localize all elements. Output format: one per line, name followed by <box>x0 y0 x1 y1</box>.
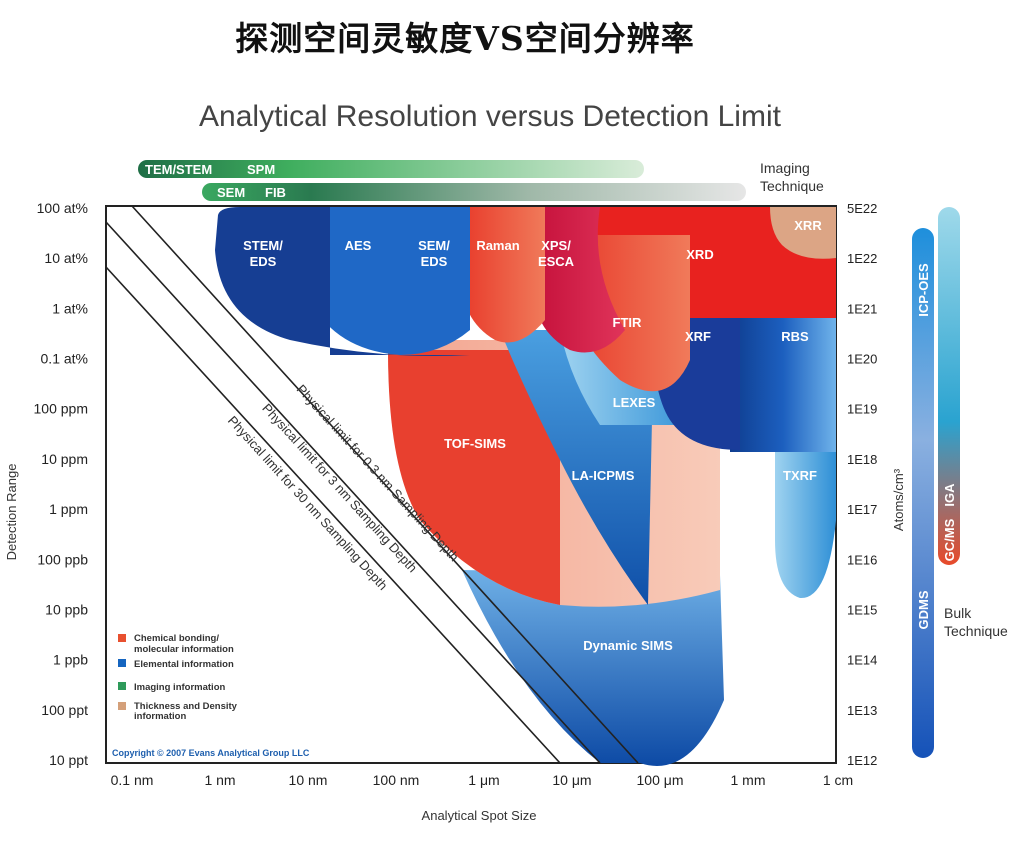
y-tick-label: 10 ppb <box>45 601 88 617</box>
region-stem-eds <box>215 207 470 356</box>
y-tick-label: 100 ppm <box>34 401 88 417</box>
y-tick-label: 1 ppb <box>53 652 88 668</box>
technique-label-rbs: RBS <box>781 329 809 344</box>
imaging-bar-2 <box>202 183 746 201</box>
y-right-tick-label: 1E12 <box>847 753 877 768</box>
y-right-tick-label: 1E15 <box>847 602 877 617</box>
technique-label-la-icpms: LA-ICPMS <box>572 468 635 483</box>
y-right-tick-label: 1E18 <box>847 452 877 467</box>
technique-label-stem-eds: STEM/EDS <box>243 238 283 269</box>
x-tick-label: 1 nm <box>204 772 235 788</box>
x-tick-label: 1 cm <box>823 772 853 788</box>
y-right-tick-label: 1E13 <box>847 703 877 718</box>
technique-label-raman: Raman <box>476 238 519 253</box>
region-txrf <box>775 420 836 599</box>
region-xrr <box>770 207 836 259</box>
technique-label-sem-eds: SEM/EDS <box>418 238 450 269</box>
y-tick-label: 100 ppb <box>37 551 88 567</box>
y-right-tick-label: 1E17 <box>847 502 877 517</box>
technique-label-dynamic-sims: Dynamic SIMS <box>583 638 673 653</box>
x-tick-label: 10 μm <box>552 772 591 788</box>
legend-swatch <box>118 702 126 710</box>
legend-swatch <box>118 634 126 642</box>
bulk-bar-2 <box>938 207 960 565</box>
page-title: 探测空间灵敏度VS空间分辨率 <box>235 19 695 58</box>
y-right-tick-label: 1E21 <box>847 301 877 316</box>
y-right-tick-label: 1E14 <box>847 653 877 668</box>
x-tick-label: 100 μm <box>637 772 684 788</box>
technique-regions <box>215 207 836 766</box>
y-right-axis-label: Atoms/cm³ <box>891 468 906 531</box>
imaging-bar-label: SPM <box>247 162 275 177</box>
x-tick-label: 0.1 nm <box>111 772 154 788</box>
technique-label-xrd: XRD <box>686 247 713 262</box>
y-tick-label: 100 ppt <box>41 702 88 718</box>
region-dynamic-sims <box>462 570 724 766</box>
limit-line-label: Physical limit for 30 nm Sampling Depth <box>225 413 391 593</box>
y-tick-label: 10 ppm <box>41 451 88 467</box>
y-tick-label: 1 ppm <box>49 501 88 517</box>
legend-swatch <box>118 682 126 690</box>
y-tick-label: 10 at% <box>44 250 88 266</box>
imaging-bar-label: SEM <box>217 185 245 200</box>
region-rbs <box>730 300 836 452</box>
y-right-tick-label: 1E19 <box>847 402 877 417</box>
technique-label-ftir: FTIR <box>613 315 642 330</box>
limit-line-3nm <box>105 221 601 764</box>
legend-label: Chemical bonding/ <box>134 633 219 644</box>
x-tick-label: 100 nm <box>373 772 420 788</box>
x-axis-label: Analytical Spot Size <box>422 808 537 823</box>
bulk-bar-label: ICP-OES <box>916 263 931 317</box>
x-tick-label: 1 μm <box>468 772 499 788</box>
legend-label: Imaging information <box>134 682 226 693</box>
technique-label-xrf: XRF <box>685 329 711 344</box>
y-right-tick-label: 1E22 <box>847 251 877 266</box>
imaging-bar-label: FIB <box>265 185 286 200</box>
x-tick-label: 1 mm <box>731 772 766 788</box>
technique-label-lexes: LEXES <box>613 395 656 410</box>
limit-lines <box>105 205 639 764</box>
legend-swatch <box>118 659 126 667</box>
limit-line-30nm <box>105 266 561 764</box>
region-aes <box>299 207 470 355</box>
bulk-technique-label: Bulk Technique <box>944 605 1008 639</box>
legend-label: molecular information <box>134 644 234 655</box>
chart-title: Analytical Resolution versus Detection L… <box>199 100 781 133</box>
legend-label: Elemental information <box>134 659 234 670</box>
region-xps-esca <box>532 207 625 353</box>
technique-label-xps-esca: XPS/ESCA <box>538 238 575 269</box>
y-right-tick-label: 5E22 <box>847 201 877 216</box>
copyright-text: Copyright © 2007 Evans Analytical Group … <box>112 748 310 758</box>
x-tick-label: 10 nm <box>289 772 328 788</box>
bulk-bar-label: GC/MS <box>942 518 957 561</box>
limit-line-03nm <box>131 205 639 764</box>
bulk-bar-label: GDMS <box>916 590 931 629</box>
y-tick-label: 100 at% <box>37 200 88 216</box>
technique-label-xrr: XRR <box>794 218 822 233</box>
technique-label-txrf: TXRF <box>783 468 817 483</box>
technique-label-tof-sims: TOF-SIMS <box>444 436 506 451</box>
y-tick-label: 0.1 at% <box>41 351 88 367</box>
imaging-technique-label: Imaging Technique <box>760 160 824 194</box>
imaging-bar-1 <box>138 160 644 178</box>
legend-label: information <box>134 711 186 722</box>
technique-label-aes: AES <box>345 238 372 253</box>
y-right-tick-label: 1E16 <box>847 552 877 567</box>
y-axis-label: Detection Range <box>4 464 19 561</box>
legend-label: Thickness and Density <box>134 701 238 712</box>
y-right-tick-label: 1E20 <box>847 352 877 367</box>
y-tick-label: 1 at% <box>52 300 88 316</box>
region-tof-sims <box>388 350 560 605</box>
legend: Chemical bonding/molecular information El… <box>112 633 310 758</box>
y-tick-label: 10 ppt <box>49 752 88 768</box>
region-raman <box>460 207 545 343</box>
bulk-bar-1 <box>912 228 934 758</box>
bulk-bar-label: IGA <box>942 483 957 507</box>
imaging-bar-label: TEM/STEM <box>145 162 212 177</box>
